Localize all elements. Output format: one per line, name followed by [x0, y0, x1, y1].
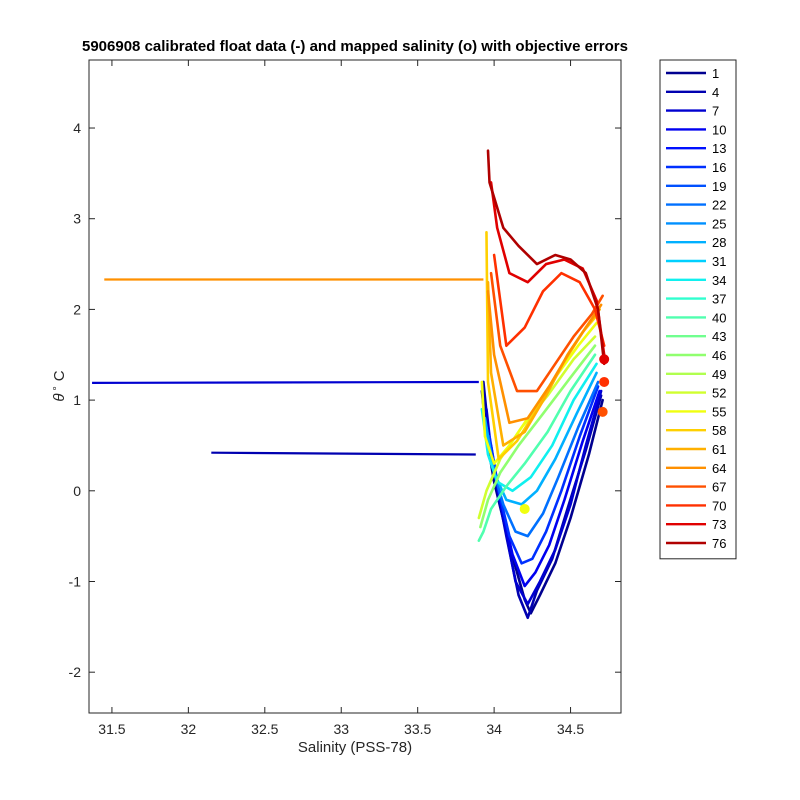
- svg-text:θ∘C: θ∘C: [50, 370, 68, 401]
- legend: 1 4 7 10 13 16 19 22 25 28 31 34 37 40 43 46 49 52 55 58 61 6…: [659, 59, 737, 560]
- legend-label: 52: [712, 386, 726, 401]
- legend-entry: 19: [666, 179, 726, 194]
- legend-label: 31: [712, 254, 726, 269]
- legend-entry: 37: [666, 292, 726, 307]
- y-tick-label: 4: [73, 120, 81, 136]
- legend-entry: 67: [666, 480, 726, 495]
- legend-label: 34: [712, 273, 726, 288]
- profile-line: [479, 344, 597, 529]
- x-tick-label: 31.5: [98, 721, 125, 737]
- profile-segment: [211, 451, 476, 456]
- legend-label: 73: [712, 517, 726, 532]
- mapped-salinity-point: [599, 376, 610, 387]
- legend-entry: 22: [666, 198, 726, 213]
- legend-entry: 28: [666, 235, 726, 250]
- legend-entry: 52: [666, 386, 726, 401]
- profile-segment: [92, 380, 479, 384]
- legend-entry: 1: [666, 66, 719, 81]
- legend-entry: 46: [666, 348, 726, 363]
- chart-title: 5906908 calibrated float data (-) and ma…: [82, 38, 628, 55]
- y-axis-label-unit: C: [51, 370, 68, 381]
- data-layer: [92, 149, 610, 620]
- legend-label: 70: [712, 498, 726, 513]
- y-tick-label: 3: [73, 211, 81, 227]
- legend-entry: 76: [666, 536, 726, 551]
- legend-entry: 55: [666, 404, 726, 419]
- legend-box: [659, 59, 737, 560]
- x-tick-label: 34: [486, 721, 502, 737]
- legend-label: 1: [712, 66, 719, 81]
- profile-line: [489, 271, 604, 393]
- legend-entry: 10: [666, 122, 726, 137]
- x-tick-label: 33: [333, 721, 349, 737]
- legend-label: 19: [712, 179, 726, 194]
- y-tick-label: -1: [69, 573, 82, 589]
- legend-entry: 4: [666, 85, 719, 100]
- x-tick-label: 34.5: [557, 721, 584, 737]
- x-tick-label: 33.5: [404, 721, 431, 737]
- y-tick-label: -2: [69, 664, 82, 680]
- profile-line: [480, 362, 598, 493]
- profile-line: [492, 253, 606, 347]
- mapped-salinity-point: [597, 406, 608, 417]
- y-axis: -2 -1 0 1 2 3 4: [69, 120, 621, 680]
- legend-label: 55: [712, 404, 726, 419]
- y-axis-label-symbol: θ: [51, 393, 68, 401]
- legend-label: 43: [712, 329, 726, 344]
- legend-label: 28: [712, 235, 726, 250]
- x-tick-label: 32.5: [251, 721, 278, 737]
- legend-label: 7: [712, 104, 719, 119]
- legend-entry: 31: [666, 254, 726, 269]
- x-tick-label: 32: [181, 721, 197, 737]
- profile-line: [486, 289, 603, 425]
- y-axis-label: θ∘C: [50, 370, 68, 401]
- legend-entry: 25: [666, 216, 726, 231]
- legend-label: 58: [712, 423, 726, 438]
- x-axis-label: Salinity (PSS-78): [298, 739, 412, 756]
- legend-entry: 73: [666, 517, 726, 532]
- y-tick-label: 0: [73, 483, 81, 499]
- profile-line: [477, 353, 597, 542]
- legend-label: 22: [712, 198, 726, 213]
- profile-line: [485, 380, 600, 538]
- legend-entry: 49: [666, 367, 726, 382]
- legend-label: 67: [712, 480, 726, 495]
- mapped-salinity-point: [599, 354, 610, 365]
- legend-entry: 34: [666, 273, 726, 288]
- x-axis: 31.5 32 32.5 33 33.5 34 34.5: [98, 60, 584, 737]
- profile-line: [480, 321, 598, 465]
- legend-entry: 7: [666, 104, 719, 119]
- legend-label: 25: [712, 216, 726, 231]
- legend-label: 40: [712, 310, 726, 325]
- legend-entry: 70: [666, 498, 726, 513]
- legend-entry: 58: [666, 423, 726, 438]
- profile-line: [486, 149, 606, 366]
- plot-frame: [88, 59, 622, 714]
- legend-entry: 13: [666, 141, 726, 156]
- legend-entry: 61: [666, 442, 726, 457]
- legend-label: 76: [712, 536, 726, 551]
- legend-entry: 16: [666, 160, 726, 175]
- legend-label: 49: [712, 367, 726, 382]
- legend-label: 10: [712, 122, 726, 137]
- legend-entry: 64: [666, 461, 726, 476]
- legend-label: 37: [712, 292, 726, 307]
- y-tick-label: 1: [73, 392, 81, 408]
- legend-label: 4: [712, 85, 719, 100]
- legend-label: 16: [712, 160, 726, 175]
- legend-entry: 40: [666, 310, 726, 325]
- legend-label: 46: [712, 348, 726, 363]
- legend-label: 13: [712, 141, 726, 156]
- legend-label: 61: [712, 442, 726, 457]
- y-tick-label: 2: [73, 301, 81, 317]
- legend-label: 64: [712, 461, 726, 476]
- legend-entry: 43: [666, 329, 726, 344]
- profile-line: [488, 385, 600, 565]
- mapped-salinity-point: [519, 503, 530, 514]
